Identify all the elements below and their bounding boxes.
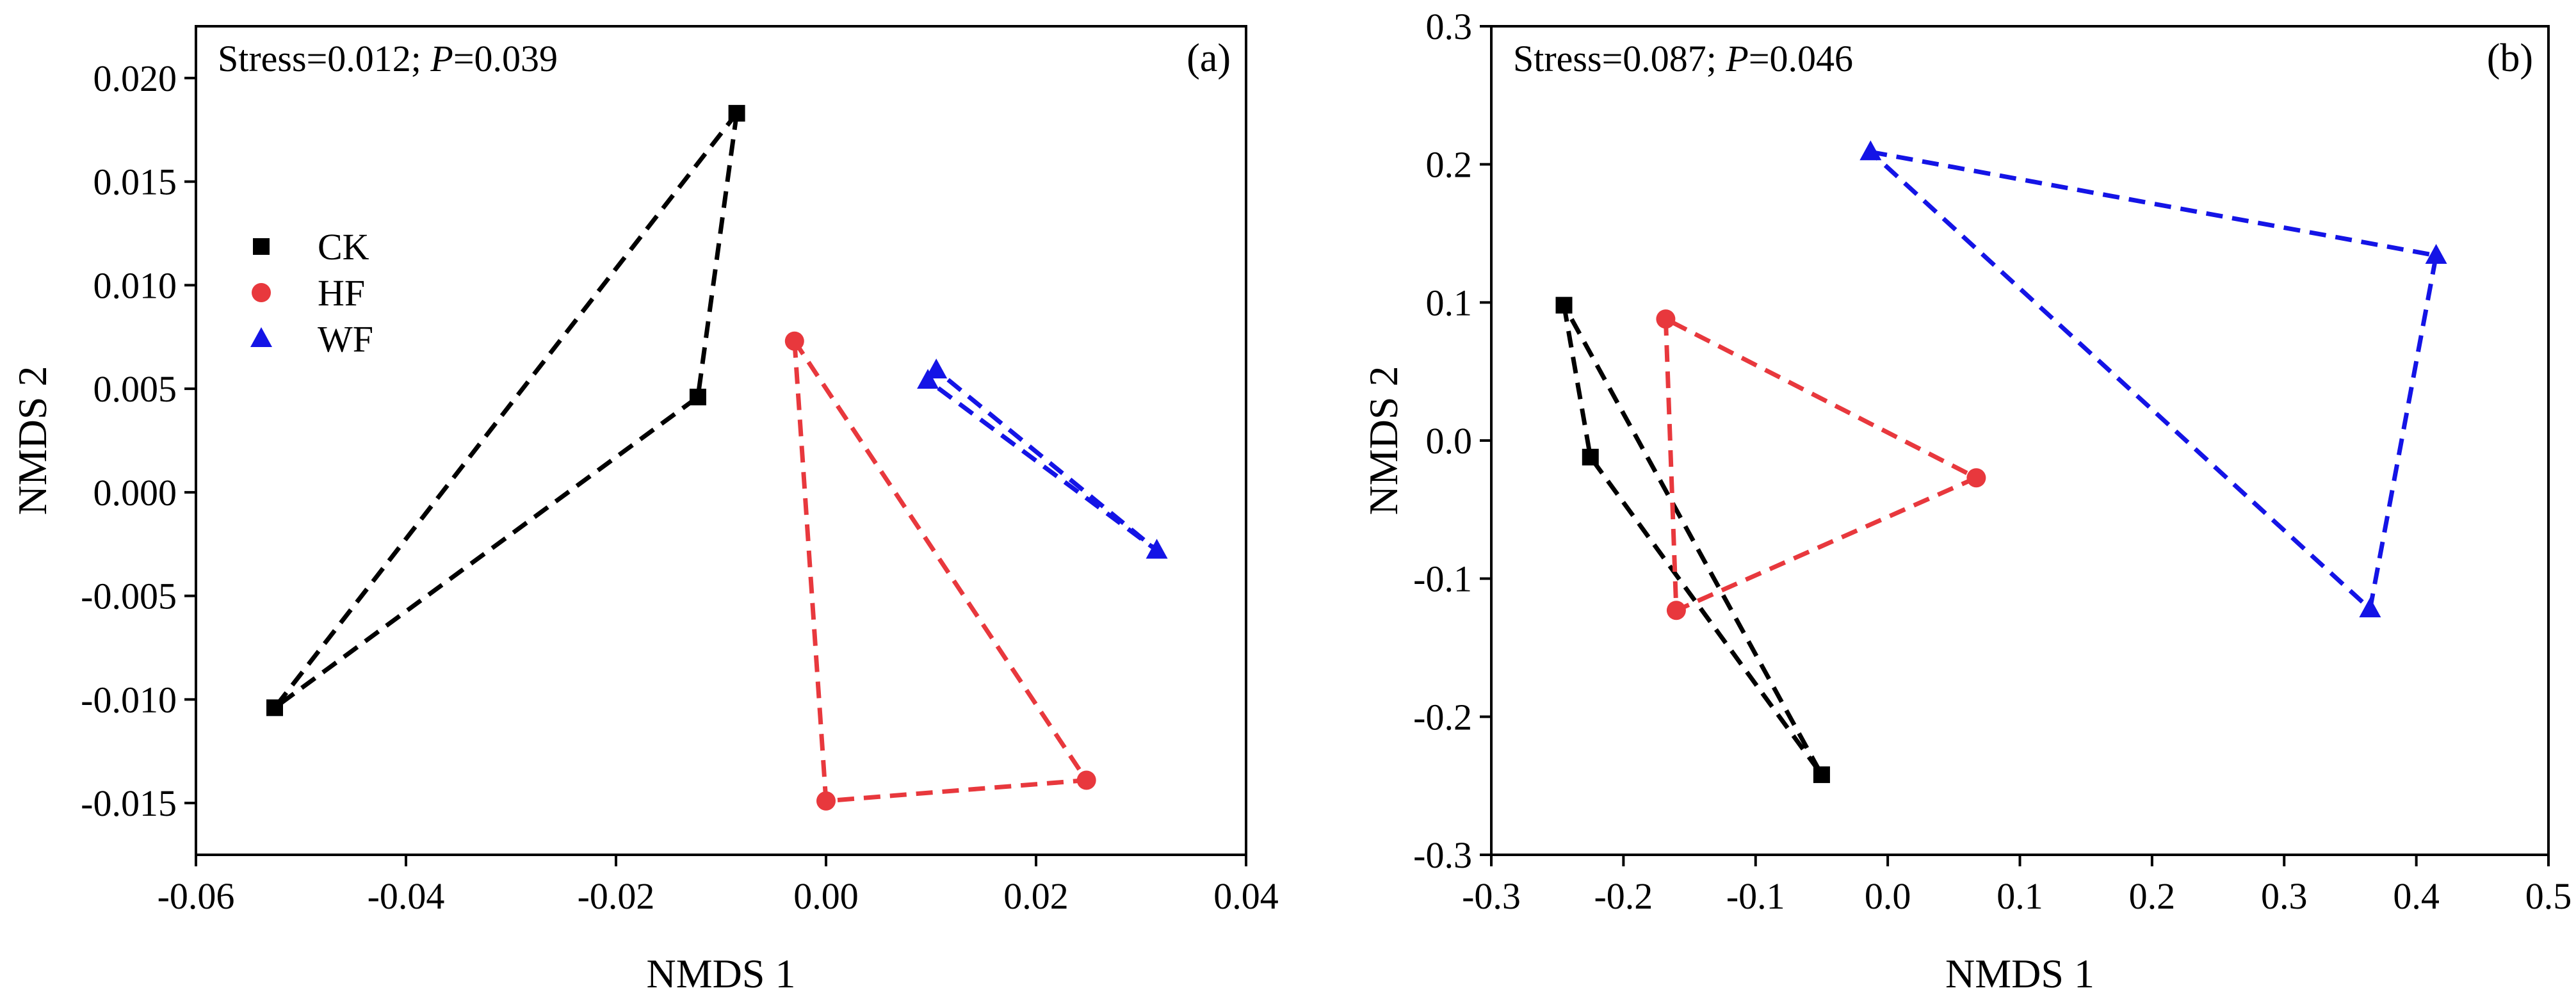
point-wf-3-b	[2359, 597, 2381, 618]
point-wf-1-a	[925, 359, 948, 379]
y-axis-title-b: NMDS 2	[1361, 366, 1406, 515]
y-tick-label-b: -0.1	[1413, 558, 1472, 600]
p-symbol-b: P	[1725, 38, 1748, 79]
point-ck-2-b	[1582, 448, 1599, 466]
hull-hf-a	[792, 339, 1089, 804]
x-tick-label-a: -0.06	[158, 875, 235, 917]
point-wf-3-a	[1146, 538, 1168, 559]
legend-label-wf: WF	[318, 318, 373, 360]
stress-p-annotation-b: Stress=0.087; P=0.046	[1513, 38, 1853, 79]
x-tick-label-b: -0.1	[1726, 875, 1785, 917]
y-tick-label-a: 0.005	[93, 368, 177, 410]
point-ck-2-a	[689, 389, 706, 406]
point-hf-1-a	[784, 331, 804, 351]
x-axis-title-a: NMDS 1	[647, 951, 796, 996]
p-symbol-a: P	[430, 38, 453, 79]
plot-frame-a	[195, 25, 1247, 856]
x-tick-label-a: 0.00	[793, 875, 859, 917]
legend-label-hf: HF	[318, 272, 365, 314]
y-axis-title-a: NMDS 2	[10, 366, 55, 515]
y-tick-label-b: 0.3	[1426, 6, 1473, 47]
y-tick-label-b: 0.2	[1426, 144, 1473, 186]
legend-label-ck: CK	[318, 226, 369, 268]
y-tick-label-b: -0.2	[1413, 696, 1472, 738]
y-tick-label-b: 0.0	[1426, 420, 1473, 462]
x-tick-label-b: -0.2	[1594, 875, 1653, 917]
point-wf-2-b	[2425, 244, 2447, 264]
panel-label-b: (b)	[2487, 36, 2533, 80]
stress-p-annotation-a: Stress=0.012; P=0.039	[218, 38, 558, 79]
stress-text-a: Stress=0.012;	[218, 38, 430, 79]
x-tick-label-b: 0.3	[2261, 875, 2308, 917]
x-tick-label-b: 0.5	[2525, 875, 2572, 917]
y-tick-label-a: -0.010	[81, 679, 177, 720]
legend-marker-ck	[253, 238, 270, 255]
y-tick-label-a: 0.010	[93, 264, 177, 306]
point-ck-3-a	[266, 699, 283, 717]
point-wf-2-a	[917, 369, 939, 389]
point-ck-1-b	[1555, 296, 1573, 314]
panel-b: -0.3 -0.2 -0.1 0.0 0.1 0.2 0.3 0.4 0.5 -0.3 -0.2 -0…	[1361, 6, 2572, 996]
legend-marker-wf	[250, 327, 272, 347]
y-tick-label-b: -0.3	[1413, 834, 1472, 876]
point-hf-3-a	[1076, 770, 1096, 790]
stress-text-b: Stress=0.087;	[1513, 38, 1726, 79]
x-tick-label-a: 0.02	[1003, 875, 1069, 917]
x-tick-label-b: 0.1	[1997, 875, 2043, 917]
hull-ck-a	[272, 111, 740, 710]
point-ck-3-b	[1813, 766, 1830, 783]
legend-marker-hf	[252, 283, 271, 302]
point-hf-2-a	[816, 791, 836, 811]
x-axis-title-b: NMDS 1	[1945, 951, 2094, 996]
x-tick-label-b: 0.2	[2129, 875, 2176, 917]
p-value-a: =0.039	[453, 38, 558, 79]
point-ck-1-a	[728, 104, 745, 122]
hull-hf-b	[1663, 316, 1979, 613]
y-tick-label-a: -0.005	[81, 576, 177, 617]
y-tick-label-b: 0.1	[1426, 282, 1473, 323]
point-hf-2-b	[1666, 601, 1686, 620]
y-tick-label-a: -0.015	[81, 782, 177, 824]
x-tick-label-b: 0.0	[1865, 875, 1911, 917]
point-hf-3-b	[1966, 468, 1986, 488]
y-tick-label-a: 0.000	[93, 472, 177, 514]
panel-label-a: (a)	[1187, 36, 1231, 80]
x-tick-label-b: 0.4	[2393, 875, 2440, 917]
hull-ck-b	[1562, 303, 1824, 777]
x-tick-label-a: -0.02	[578, 875, 655, 917]
point-hf-1-b	[1656, 309, 1676, 329]
point-wf-1-b	[1859, 140, 1882, 161]
hull-wf-b	[1868, 149, 2439, 611]
y-tick-label-a: 0.020	[93, 58, 177, 99]
y-tick-label-a: 0.015	[93, 161, 177, 203]
p-value-b: =0.046	[1749, 38, 1853, 79]
x-tick-label-a: 0.04	[1213, 875, 1279, 917]
x-tick-label-b: -0.3	[1462, 875, 1521, 917]
hull-wf-a	[925, 368, 1160, 553]
plot-frame-b	[1490, 25, 2550, 856]
x-tick-label-a: -0.04	[368, 875, 445, 917]
panel-a: -0.06 -0.04 -0.02 0.00 0.02 0.04 -0.015 -0.010 -…	[10, 25, 1279, 996]
